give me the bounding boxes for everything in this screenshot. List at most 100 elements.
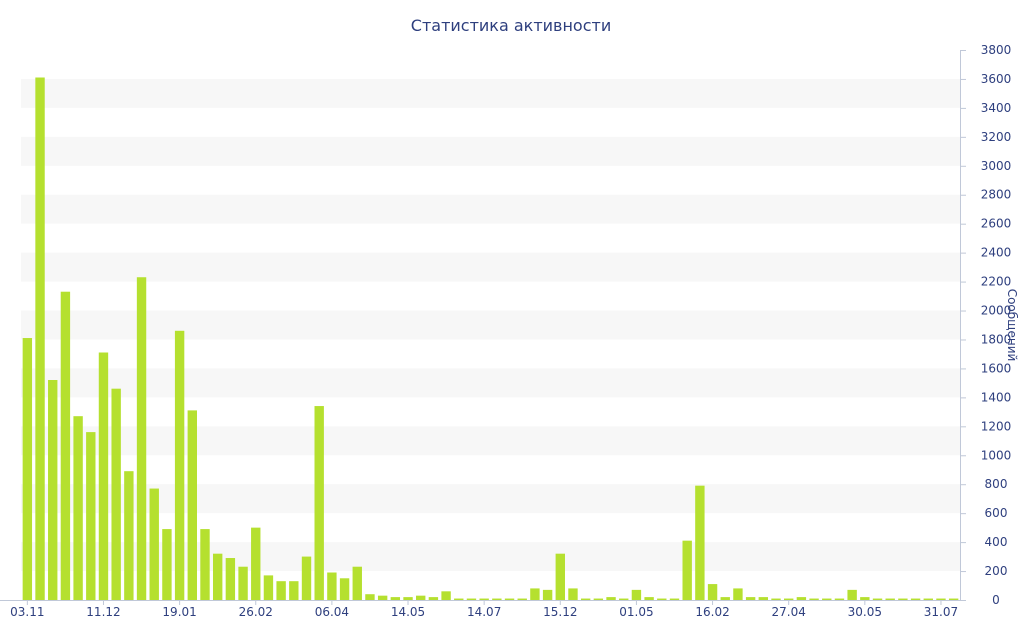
bar (22, 338, 33, 600)
y-tick-label: 3600 (981, 72, 1012, 86)
y-tick-label: 800 (985, 477, 1008, 491)
bar (631, 589, 642, 600)
bar (555, 553, 565, 600)
y-tick-label: 0 (992, 593, 1000, 607)
bar (454, 598, 464, 600)
y-tick-label: 400 (985, 535, 1008, 549)
bar (365, 594, 375, 600)
x-tick-label: 06.04 (315, 605, 349, 619)
y-tick-label: 2600 (981, 217, 1012, 231)
bar (860, 597, 870, 600)
bar (466, 598, 477, 600)
bar (707, 584, 718, 600)
bar (200, 529, 210, 600)
x-tick-label: 14.05 (391, 605, 425, 619)
bar (136, 277, 147, 600)
bar (263, 575, 274, 600)
x-tick-label: 19.01 (162, 605, 196, 619)
y-tick-label: 1000 (981, 448, 1012, 462)
x-tick-label: 16.02 (695, 605, 729, 619)
bar (593, 598, 604, 600)
bar (530, 588, 540, 600)
x-axis: 03.11 11.12 19.01 26.02 06.04 14.05 14.07 15.12… (0, 600, 966, 619)
bar (504, 598, 515, 600)
grid-band (21, 368, 960, 398)
y-tick-label: 3200 (981, 130, 1012, 144)
bar (923, 598, 933, 600)
bar (416, 595, 426, 600)
y-axis: 0 200 400 600 800 1000 1200 1400 1600 1800 2000 220… (960, 43, 1011, 607)
bar (517, 598, 527, 600)
bar (86, 432, 96, 600)
bar (352, 566, 362, 600)
bar (327, 572, 337, 600)
bar (174, 330, 185, 600)
x-tick-label: 31.07 (924, 605, 958, 619)
bar (669, 598, 680, 600)
x-tick-label: 15.12 (543, 605, 577, 619)
y-tick-label: 2200 (981, 275, 1012, 289)
bar (35, 77, 45, 600)
y-tick-label: 2800 (981, 188, 1012, 202)
bar (771, 598, 781, 600)
grid-band (21, 136, 960, 166)
grid-bands (21, 78, 960, 572)
bar (149, 488, 159, 600)
x-tick-label: 26.02 (239, 605, 273, 619)
y-tick-label: 1400 (981, 390, 1012, 404)
grid-band (21, 310, 960, 340)
bar (847, 589, 857, 600)
y-tick-label: 200 (985, 564, 1008, 578)
bar (948, 598, 959, 600)
y-tick-label: 3800 (981, 43, 1012, 57)
bar (936, 598, 946, 600)
bar (187, 410, 197, 600)
bar (695, 485, 705, 600)
y-tick-label: 2000 (981, 304, 1012, 318)
bar (238, 566, 248, 600)
y-tick-label: 3400 (981, 101, 1012, 115)
grid-band (21, 252, 960, 282)
bar (301, 556, 312, 600)
bar (822, 598, 832, 600)
bar (784, 598, 794, 600)
bar (872, 598, 883, 600)
bar (758, 597, 769, 600)
x-tick-label: 27.04 (772, 605, 806, 619)
grid-band (21, 542, 960, 572)
grid-band (21, 484, 960, 514)
bar (98, 352, 109, 600)
x-tick-label: 30.05 (848, 605, 882, 619)
x-tick-label: 11.12 (86, 605, 120, 619)
bar (162, 529, 172, 600)
bar (124, 471, 134, 600)
bar-series (22, 77, 959, 600)
bar (60, 291, 71, 600)
y-tick-label: 1800 (981, 332, 1012, 346)
bar (441, 591, 451, 600)
bar (606, 597, 616, 600)
grid-band (21, 78, 960, 108)
bar (73, 416, 83, 600)
y-tick-label: 600 (985, 506, 1008, 520)
x-tick-label: 01.05 (619, 605, 653, 619)
x-tick-label: 14.07 (467, 605, 501, 619)
bar (834, 598, 845, 600)
y-axis-title: Сообщений (1005, 289, 1019, 362)
bar (910, 598, 921, 600)
bar (428, 597, 439, 600)
bar (251, 527, 261, 600)
bar (657, 598, 667, 600)
bar (580, 598, 591, 600)
bar (682, 540, 692, 600)
bar (479, 598, 489, 600)
bar (390, 597, 401, 600)
bar (898, 598, 908, 600)
y-tick-label: 3000 (981, 159, 1012, 173)
bar (225, 558, 236, 600)
grid-band (21, 194, 960, 224)
bar (212, 553, 223, 600)
bar (377, 595, 388, 600)
bar (885, 598, 895, 600)
